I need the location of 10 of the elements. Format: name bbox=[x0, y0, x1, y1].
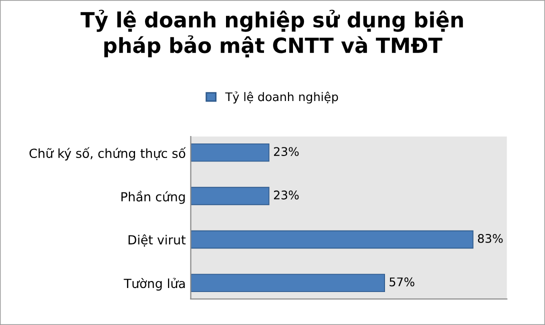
y-tick-label: Diệt virut bbox=[128, 234, 186, 247]
legend-label: Tỷ lệ doanh nghiệp bbox=[225, 91, 338, 104]
chart-title: Tỷ lệ doanh nghiệp sử dụng biện pháp bảo mật CNTT và TMĐT bbox=[80, 10, 463, 58]
data-label: 23% bbox=[274, 190, 299, 200]
y-tick-label: Phần cứng bbox=[121, 190, 185, 204]
y-tick-label: Tường lửa bbox=[124, 278, 185, 291]
data-label: 83% bbox=[478, 234, 503, 243]
data-label: 23% bbox=[274, 147, 299, 156]
data-label: 57% bbox=[390, 277, 414, 286]
y-tick-label: Chữ ký số, chứng thực số bbox=[29, 147, 186, 160]
